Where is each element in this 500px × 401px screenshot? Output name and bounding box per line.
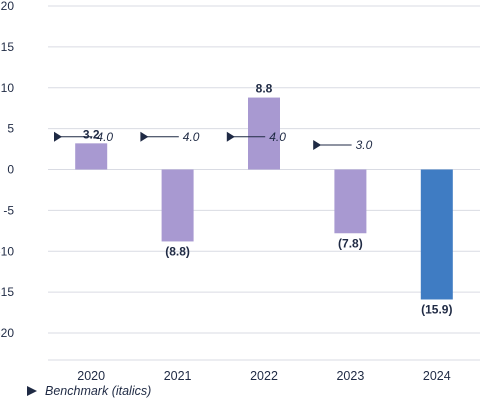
bar	[420, 169, 453, 300]
y-tick-label: -20	[0, 326, 14, 340]
bar	[334, 169, 367, 234]
y-tick-label: 0	[7, 163, 14, 177]
chart-legend: Benchmark (italics)	[25, 383, 151, 399]
y-tick-label: 10	[1, 81, 15, 95]
bar	[248, 97, 280, 170]
x-tick-label: 2021	[164, 369, 192, 383]
benchmark-label: 4.0	[269, 130, 286, 144]
label-layer: 3.2 2020 (8.8) 2021 8.8 2022 (7.8) 2023 (15.9) 20…	[77, 82, 452, 383]
y-tick-label: 20	[1, 0, 15, 13]
benchmark-arrow-icon	[226, 131, 235, 142]
bar	[161, 169, 194, 242]
bar-layer	[75, 97, 453, 300]
y-tick-label: -10	[0, 244, 14, 258]
legend-label: Benchmark (italics)	[45, 384, 152, 398]
data-label: (7.8)	[338, 236, 363, 250]
x-tick-label: 2022	[250, 369, 278, 383]
benchmark-arrow-icon	[313, 139, 322, 150]
grid-layer: 20 15 10 5 0 -5 -10 -15 -20	[0, 0, 480, 361]
y-tick-label: 5	[7, 122, 14, 136]
data-label: 8.8	[256, 82, 273, 96]
arrow-right-icon	[27, 386, 37, 396]
y-tick-label: -5	[3, 203, 14, 217]
benchmark-label: 4.0	[96, 130, 113, 144]
benchmark-layer: 4.0 4.0 4.0 3.0	[54, 130, 373, 152]
x-tick-label: 2020	[77, 369, 105, 383]
benchmark-label: 3.0	[356, 138, 373, 152]
x-tick-label: 2023	[336, 369, 364, 383]
benchmark-arrow-icon	[140, 131, 149, 142]
data-label: (8.8)	[165, 244, 190, 258]
x-tick-label: 2024	[423, 369, 451, 383]
benchmark-arrow-icon	[54, 131, 62, 142]
data-label: 3.2	[83, 127, 100, 141]
bar	[75, 143, 108, 170]
y-tick-label: -15	[0, 285, 14, 299]
benchmark-label: 4.0	[183, 130, 200, 144]
data-label: (15.9)	[421, 302, 452, 316]
y-tick-label: 15	[1, 40, 15, 54]
